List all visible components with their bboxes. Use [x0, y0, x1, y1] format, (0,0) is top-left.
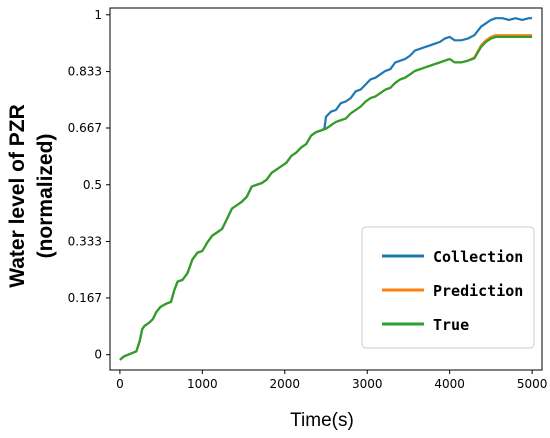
y-tick-label: 0.167 [68, 291, 102, 305]
y-axis-title-line2: (normalized) [34, 134, 57, 259]
legend-label-true: True [433, 316, 469, 334]
y-axis-title-line1: Water level of PZR [6, 104, 29, 288]
x-tick-label: 2000 [270, 377, 301, 391]
x-tick-label: 1000 [187, 377, 218, 391]
legend: Collection Prediction True [361, 226, 535, 349]
x-tick-label: 3000 [352, 377, 383, 391]
y-tick-label: 0.833 [68, 65, 102, 79]
y-tick-label: 0.5 [83, 178, 102, 192]
y-tick-label: 1 [94, 8, 102, 22]
y-tick-label: 0 [94, 348, 102, 362]
plot-frame [109, 7, 543, 371]
x-axis: 0 1000 2000 3000 4000 5000 [116, 370, 547, 391]
series-line-true [119, 35, 533, 361]
x-axis-title: Time(s) [290, 410, 354, 431]
series-layer [119, 17, 533, 361]
y-tick-label: 0.667 [68, 121, 102, 135]
x-tick-label: 0 [116, 377, 124, 391]
legend-label-prediction: Prediction [433, 282, 523, 300]
y-axis: 0 0.167 0.333 0.5 0.667 0.833 1 [68, 8, 110, 362]
x-tick-label: 5000 [517, 377, 548, 391]
legend-label-collection: Collection [433, 248, 523, 266]
y-tick-label: 0.333 [68, 235, 102, 249]
x-tick-label: 4000 [434, 377, 465, 391]
